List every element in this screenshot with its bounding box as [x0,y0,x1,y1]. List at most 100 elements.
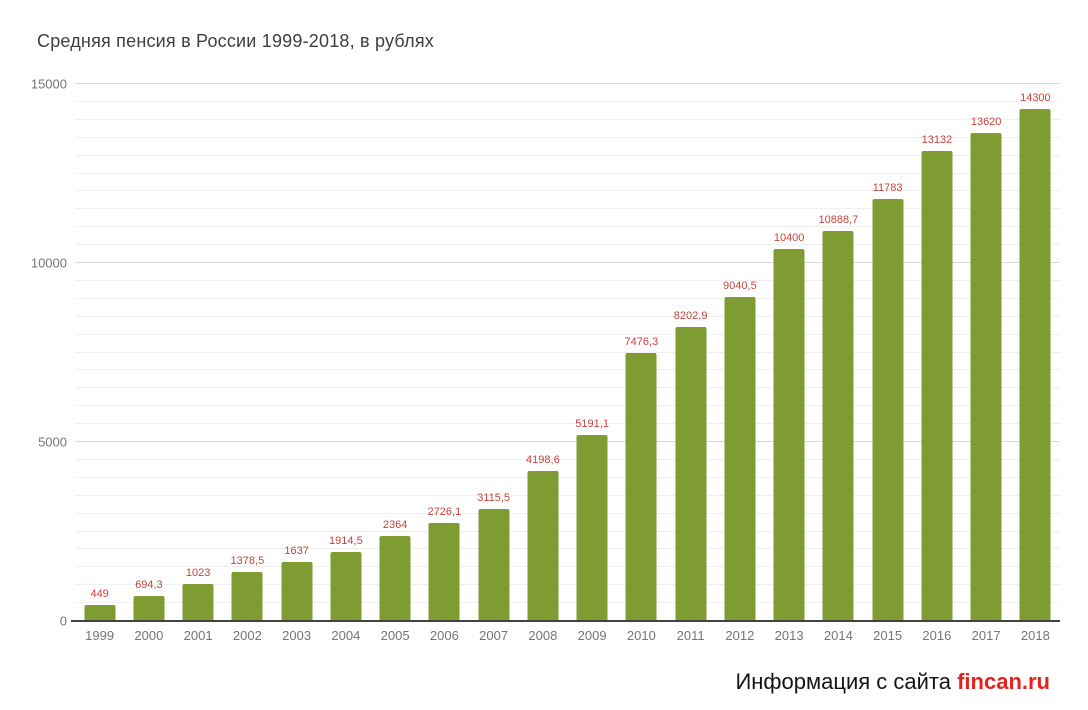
bar-value-label: 10400 [773,231,805,244]
bar-2016 [921,150,953,621]
minor-gridline [75,154,1060,156]
x-axis-tick-label: 2018 [1020,628,1050,643]
bar-slot: 7476,3 [617,84,666,621]
bar-2006 [428,523,460,621]
x-axis-tick-label: 2004 [331,628,361,643]
bar-value-label: 449 [90,587,109,600]
bar-2008 [527,470,559,621]
x-axis-tick-label: 2016 [922,628,952,643]
bar-2005 [379,536,411,621]
bar-slot: 1637 [272,84,321,621]
bar-slot: 14300 [1011,84,1060,621]
bar-slot: 13620 [962,84,1011,621]
bar-slot: 449 [75,84,124,621]
bar-2012 [724,297,756,621]
bar-slot: 1378,5 [223,84,272,621]
x-axis-tick-label: 2002 [232,628,262,643]
x-axis-tick-label: 2000 [134,628,164,643]
bar-2011 [675,327,707,621]
y-axis-tick-label: 10000 [30,255,67,271]
bar-slot: 1914,5 [321,84,370,621]
x-axis-tick-label: 2003 [282,628,312,643]
x-axis-tick-label: 1999 [85,628,115,643]
bar-value-label: 1914,5 [329,535,363,548]
bar-value-label: 8202,9 [673,310,708,323]
bar-value-label: 14300 [1020,92,1051,105]
major-gridline [75,83,1060,84]
bar-value-label: 10888,7 [818,214,859,227]
minor-gridline [75,315,1060,317]
minor-gridline [75,369,1060,371]
bar-slot: 1023 [174,84,223,621]
plot-area: 449 694,3 1023 1378,5 1637 1914,5 2364 2726,1 31… [31,77,1060,629]
bars-row: 449 694,3 1023 1378,5 1637 1914,5 2364 2726,1 31… [75,84,1060,621]
bar-slot: 694,3 [124,84,173,621]
x-axis-tick-label: 2008 [528,628,558,643]
bar-value-label: 694,3 [135,579,163,592]
y-axis-tick-label: 0 [59,613,67,629]
major-gridline [75,441,1060,442]
x-axis-tick-label: 2005 [380,628,410,643]
y-axis-tick-label: 5000 [38,434,67,450]
bar-2015 [872,199,904,621]
minor-gridline [75,333,1060,335]
x-axis-tick-label: 2017 [971,628,1001,643]
bar-2002 [231,571,263,621]
bar-slot: 10888,7 [814,84,863,621]
bar-value-label: 1637 [284,545,309,558]
x-axis-tick-label: 2011 [676,628,705,643]
x-axis-tick-label: 2007 [479,628,509,643]
minor-gridline [75,100,1060,102]
minor-gridline [75,208,1060,210]
minor-gridline [75,494,1060,496]
x-axis-tick-label: 2010 [626,628,656,643]
x-axis-tick-label: 2006 [429,628,459,643]
bar-1999 [84,604,116,621]
bar-value-label: 2726,1 [427,506,462,519]
bar-slot: 8202,9 [666,84,715,621]
bar-2004 [330,552,362,621]
minor-gridline [75,602,1060,604]
minor-gridline [75,512,1060,514]
minor-gridline [75,458,1060,460]
minor-gridline [75,387,1060,389]
x-axis-baseline [71,620,1060,622]
minor-gridline [75,351,1060,353]
bar-value-label: 9040,5 [723,280,757,293]
minor-gridline [75,423,1060,425]
bar-value-label: 13620 [970,116,1002,129]
footer: Информация с сайта fincan.ru [735,669,1050,695]
y-axis-tick-label: 15000 [30,76,67,92]
minor-gridline [75,190,1060,192]
bar-value-label: 5191,1 [575,418,609,431]
x-axis-tick-label: 2009 [577,628,607,643]
bar-slot: 2364 [371,84,420,621]
minor-gridline [75,172,1060,174]
major-gridline [75,262,1060,263]
bar-value-label: 13132 [921,133,953,146]
bar-2009 [576,435,608,621]
chart-title: Средняя пенсия в России 1999-2018, в руб… [37,31,434,51]
minor-gridline [75,226,1060,228]
bar-slot: 11783 [863,84,912,621]
bar-slot: 10400 [765,84,814,621]
minor-gridline [75,405,1060,407]
minor-gridline [75,136,1060,138]
minor-gridline [75,118,1060,120]
minor-gridline [75,548,1060,550]
bar-2010 [625,353,657,621]
bar-value-label: 2364 [382,519,408,532]
minor-gridline [75,244,1060,246]
minor-gridline [75,279,1060,281]
x-axis-tick-label: 2001 [183,628,213,643]
minor-gridline [75,566,1060,568]
x-axis-tick-label: 2015 [873,628,903,643]
bar-value-label: 11783 [872,182,903,195]
bar-value-label: 1023 [185,567,211,580]
bar-value-label: 4198,6 [526,453,560,466]
bar-slot: 5191,1 [568,84,617,621]
x-axis-tick-label: 2013 [774,628,804,643]
footer-site-link[interactable]: fincan.ru [957,669,1050,694]
minor-gridline [75,476,1060,478]
